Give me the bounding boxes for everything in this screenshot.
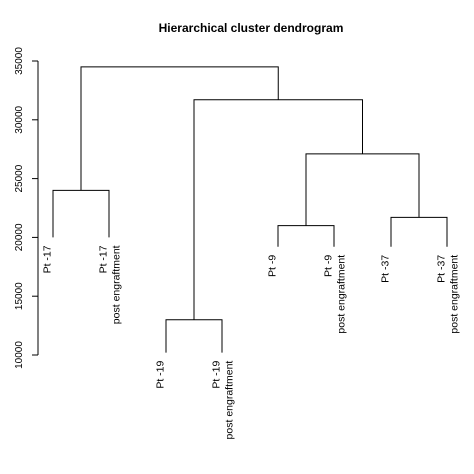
leaf-label: Pt -9 post engraftment [323, 255, 348, 334]
leaf-label-line1: Pt -19 [211, 360, 223, 388]
leaf-label: Pt -37 post engraftment [436, 255, 461, 334]
dendrogram-merge-A [52, 189, 110, 238]
chart-title: Hierarchical cluster dendrogram [159, 21, 344, 35]
leaf-label: Pt -19 post engraftment [211, 360, 236, 439]
leaf-label-line1: Pt -9 [267, 255, 279, 277]
leaf-label-line2: post engraftment [336, 255, 348, 334]
leaf-label: Pt -9 [267, 255, 279, 277]
y-axis: 10000 15000 20000 25000 30000 35000 [14, 47, 39, 369]
y-tick-label: 15000 [14, 282, 25, 310]
dendrogram-merge-E [305, 153, 420, 226]
dendrogram-merge-D [390, 216, 448, 247]
dendrogram-branches [52, 66, 448, 353]
y-tick-label: 30000 [14, 105, 25, 133]
y-tick-label: 25000 [14, 164, 25, 192]
leaf-label-line1: Pt -37 [380, 255, 392, 283]
y-tick-label: 20000 [14, 223, 25, 251]
leaf-label: Pt -17 [42, 245, 54, 273]
leaf-label-line1: Pt -37 [436, 255, 448, 283]
y-tick-label: 35000 [14, 47, 25, 75]
leaf-label: Pt -19 [155, 360, 167, 388]
leaf-label-line1: Pt -17 [98, 245, 110, 273]
leaf-label-line2: post engraftment [224, 361, 236, 440]
leaf-label-line2: post engraftment [449, 255, 461, 334]
leaf-label-line1: Pt -19 [155, 360, 167, 388]
leaf-label-line2: post engraftment [111, 245, 123, 324]
y-tick-label: 10000 [14, 341, 25, 369]
leaf-label-line1: Pt -9 [323, 255, 335, 277]
leaf-label-line1: Pt -17 [42, 245, 54, 273]
dendrogram-merge-B [165, 319, 223, 353]
dendrogram-merge-C [277, 225, 335, 247]
leaf-label: Pt -37 [380, 255, 392, 283]
leaf-label: Pt -17 post engraftment [98, 245, 123, 324]
dendrogram-merge-G [80, 66, 279, 191]
